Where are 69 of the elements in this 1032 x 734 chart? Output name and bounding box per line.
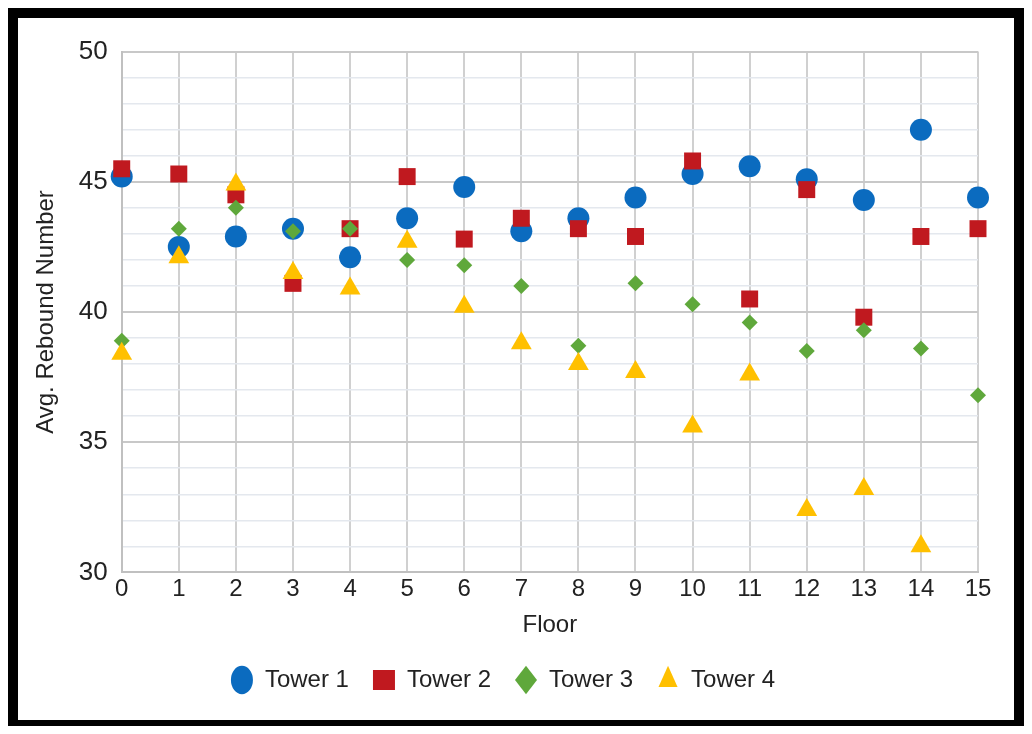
point bbox=[453, 176, 476, 199]
x-tick-label: 6 bbox=[457, 574, 471, 602]
point bbox=[456, 257, 473, 274]
point bbox=[569, 220, 587, 238]
point bbox=[682, 414, 703, 433]
x-tick-label: 7 bbox=[514, 574, 528, 602]
point bbox=[909, 118, 932, 141]
point bbox=[798, 181, 816, 199]
x-tick-label: 1 bbox=[172, 574, 186, 602]
x-tick-label: 13 bbox=[850, 574, 878, 602]
x-tick-label: 4 bbox=[343, 574, 357, 602]
point bbox=[396, 207, 419, 230]
point bbox=[741, 290, 759, 308]
x-tick-label: 14 bbox=[907, 574, 935, 602]
point bbox=[855, 308, 873, 326]
point bbox=[570, 337, 587, 354]
point bbox=[910, 534, 932, 553]
y-axis-title: Avg. Rebound Number bbox=[31, 190, 59, 434]
x-tick-label: 15 bbox=[964, 574, 992, 602]
point bbox=[513, 277, 530, 294]
point bbox=[852, 189, 875, 212]
point bbox=[627, 275, 644, 292]
x-tick-label: 0 bbox=[115, 574, 129, 602]
point bbox=[170, 220, 187, 237]
point bbox=[739, 362, 761, 381]
y-tick-label: 35 bbox=[78, 425, 108, 456]
x-tick-label: 10 bbox=[679, 574, 706, 602]
point bbox=[969, 220, 987, 238]
x-tick-label: 8 bbox=[571, 574, 586, 602]
y-tick-label: 30 bbox=[78, 555, 108, 586]
point bbox=[912, 340, 929, 357]
y-tick-label: 40 bbox=[78, 295, 108, 326]
point bbox=[967, 186, 989, 209]
legend-label: Tower 4 bbox=[691, 664, 776, 692]
point bbox=[227, 199, 244, 216]
point bbox=[398, 168, 416, 186]
point bbox=[455, 230, 473, 248]
x-tick-label: 5 bbox=[400, 574, 414, 602]
x-tick-label: 11 bbox=[737, 574, 763, 602]
legend-label: Tower 3 bbox=[549, 664, 634, 692]
point bbox=[970, 387, 986, 404]
point bbox=[684, 296, 701, 313]
point bbox=[738, 155, 761, 178]
y-tick-label: 50 bbox=[78, 34, 108, 65]
y-tick-label: 45 bbox=[78, 164, 108, 195]
point bbox=[912, 228, 930, 245]
x-tick-label: 3 bbox=[286, 574, 300, 602]
x-axis-title: Floor bbox=[522, 610, 578, 638]
point bbox=[568, 352, 589, 371]
point bbox=[512, 209, 530, 227]
point bbox=[796, 497, 818, 516]
legend-label: Tower 2 bbox=[406, 664, 492, 692]
point bbox=[624, 186, 647, 209]
point bbox=[224, 225, 247, 248]
point bbox=[741, 314, 758, 331]
legend-label: Tower 1 bbox=[264, 664, 349, 692]
point bbox=[627, 228, 644, 245]
point bbox=[170, 165, 188, 183]
point bbox=[339, 246, 362, 269]
point bbox=[684, 152, 702, 170]
point bbox=[510, 331, 532, 350]
x-tick-label: 2 bbox=[229, 574, 243, 602]
x-tick-label: 9 bbox=[628, 574, 643, 602]
point bbox=[853, 477, 875, 496]
point bbox=[399, 251, 416, 268]
point bbox=[798, 343, 815, 360]
point bbox=[855, 322, 872, 339]
point bbox=[113, 160, 131, 178]
x-tick-label: 12 bbox=[793, 574, 821, 602]
